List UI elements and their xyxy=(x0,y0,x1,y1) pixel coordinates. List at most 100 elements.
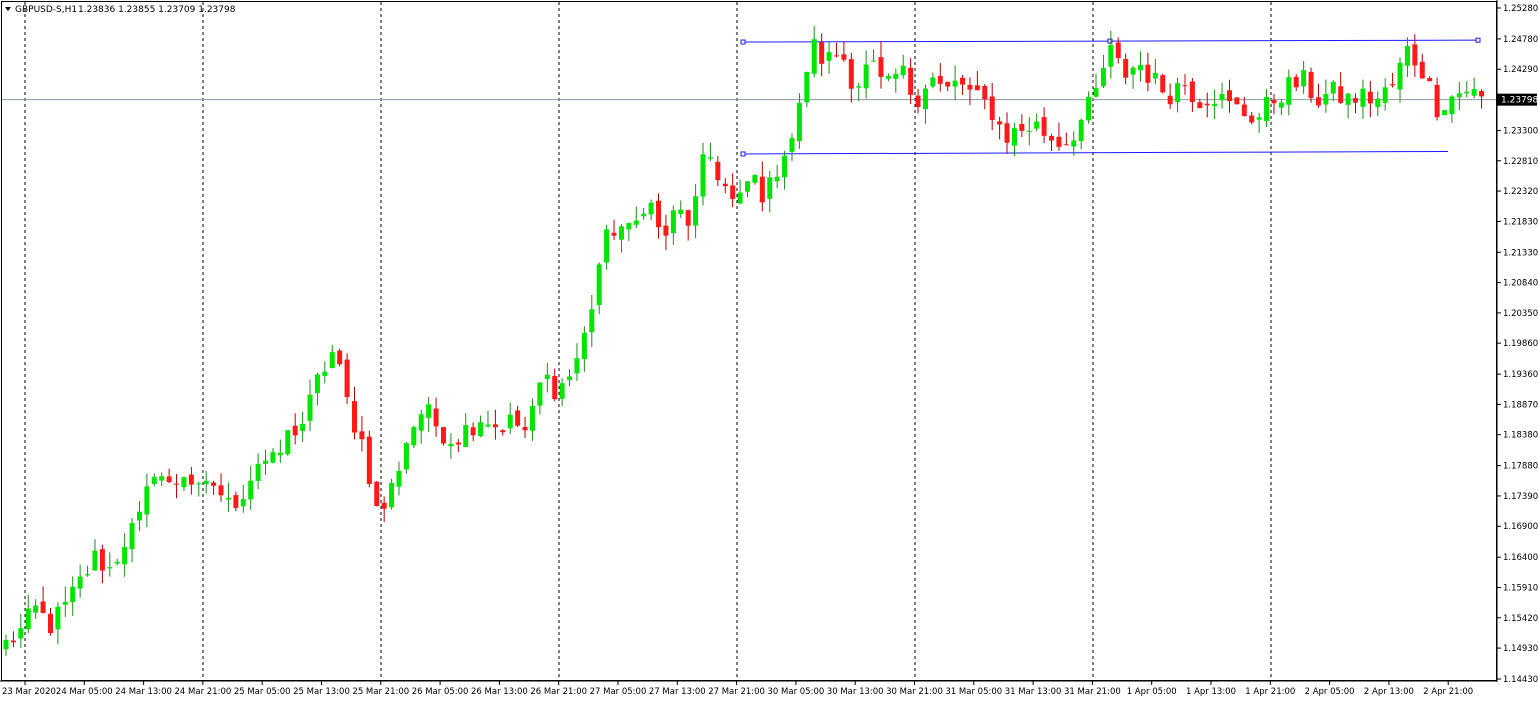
candle-body xyxy=(40,601,46,613)
price-tick-label: 1.16900 xyxy=(1503,522,1538,532)
candle-body xyxy=(225,497,231,500)
candle-body xyxy=(1226,90,1232,102)
candle-body xyxy=(1353,98,1359,103)
candle-body xyxy=(1360,88,1366,107)
candle xyxy=(1026,117,1032,146)
candle-body xyxy=(522,426,528,431)
time-tick-label: 25 Mar 05:00 xyxy=(234,687,291,697)
candle xyxy=(915,88,921,114)
candle xyxy=(1390,72,1396,88)
candle-body xyxy=(641,213,647,217)
candle xyxy=(463,413,469,448)
candle xyxy=(426,396,432,433)
candle xyxy=(819,33,825,77)
candle-body xyxy=(1175,83,1181,103)
candle-body xyxy=(1323,94,1329,105)
candle xyxy=(136,500,142,532)
candle-body xyxy=(255,463,261,481)
candle xyxy=(92,539,98,571)
price-tick-label: 1.21330 xyxy=(1503,248,1538,258)
candle-body xyxy=(759,176,765,203)
candle-body xyxy=(166,476,172,483)
candle-body xyxy=(1419,61,1425,79)
candle xyxy=(114,558,120,566)
candle-body xyxy=(596,264,602,305)
channel-handle[interactable] xyxy=(1107,38,1113,44)
candle-body xyxy=(537,382,543,406)
candle-body xyxy=(1056,136,1062,147)
candle-body xyxy=(77,576,83,589)
candle-body xyxy=(1397,62,1403,90)
candle-body xyxy=(1479,90,1485,97)
price-tick-label: 1.18870 xyxy=(1503,400,1538,410)
candle xyxy=(1160,73,1166,94)
time-tick-label: 31 Mar 21:00 xyxy=(1064,687,1121,697)
candle xyxy=(1019,114,1025,137)
channel-handle[interactable] xyxy=(740,151,746,157)
candle xyxy=(1256,113,1262,133)
candle-body xyxy=(982,85,988,100)
candlesticks xyxy=(3,26,1485,656)
time-tick-label: 30 Mar 05:00 xyxy=(768,687,825,697)
candle-body xyxy=(1086,96,1092,121)
candle xyxy=(107,552,113,577)
price-tick-label: 1.17390 xyxy=(1503,492,1538,502)
candle xyxy=(1204,92,1210,118)
candle-body xyxy=(136,511,142,521)
candle-body xyxy=(737,192,743,204)
channel-handle[interactable] xyxy=(1475,37,1481,43)
candle xyxy=(225,482,231,512)
candle xyxy=(1219,82,1225,109)
candle-body xyxy=(1026,130,1032,132)
candle-body xyxy=(122,547,128,565)
candle-body xyxy=(552,375,558,400)
candle-body xyxy=(1404,45,1410,66)
candle xyxy=(166,468,172,484)
candle-body xyxy=(796,102,802,142)
candle xyxy=(1078,118,1084,150)
candle-body xyxy=(203,480,209,484)
candle xyxy=(544,362,550,393)
candle-body xyxy=(722,183,728,187)
candle xyxy=(826,42,832,74)
price-tick-label: 1.17880 xyxy=(1503,462,1538,472)
candle xyxy=(1130,65,1136,89)
channel-lower-line[interactable] xyxy=(742,150,1449,155)
candle xyxy=(945,81,951,92)
candle xyxy=(18,613,24,648)
candle xyxy=(10,631,16,648)
candle xyxy=(492,409,498,440)
time-tick-label: 26 Mar 21:00 xyxy=(530,687,587,697)
candle xyxy=(337,348,343,367)
candle xyxy=(937,63,943,92)
candle xyxy=(960,75,966,95)
time-tick-label: 1 Apr 05:00 xyxy=(1127,687,1177,697)
candle xyxy=(85,565,91,577)
time-tick-label: 2 Apr 13:00 xyxy=(1364,687,1414,697)
time-tick-label: 26 Mar 05:00 xyxy=(412,687,469,697)
dropdown-triangle-icon[interactable] xyxy=(5,7,11,11)
candle-body xyxy=(871,60,877,62)
candle xyxy=(344,353,350,404)
candle xyxy=(1338,72,1344,105)
candle-body xyxy=(114,561,120,564)
candle xyxy=(203,470,209,494)
candle-body xyxy=(1167,95,1173,105)
candle-body xyxy=(1123,59,1129,78)
time-tick-label: 24 Mar 13:00 xyxy=(115,687,172,697)
candle-body xyxy=(1160,75,1166,93)
channel-handle[interactable] xyxy=(740,39,746,45)
candle-body xyxy=(500,430,506,433)
candle-body xyxy=(233,495,239,508)
candle-body xyxy=(381,502,387,509)
candle xyxy=(1249,112,1255,125)
price-tick-label: 1.22320 xyxy=(1503,187,1538,197)
candle-body xyxy=(1063,144,1069,146)
candle xyxy=(188,466,194,495)
candle-body xyxy=(1241,104,1247,116)
candle-body xyxy=(211,482,217,486)
candle xyxy=(485,410,491,428)
candle xyxy=(885,73,891,82)
